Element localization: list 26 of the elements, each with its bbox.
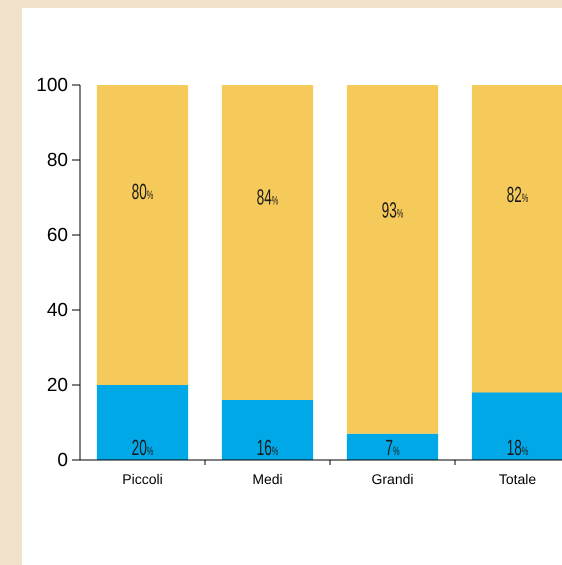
data-label: 82% — [506, 181, 528, 207]
y-tick-label: 80 — [46, 150, 68, 172]
x-tick-label: Totale — [498, 471, 536, 487]
bar — [222, 85, 314, 400]
x-tick-label: Medi — [252, 471, 283, 487]
bar — [346, 434, 438, 460]
bar — [472, 85, 562, 392]
y-tick-label: 0 — [57, 450, 68, 472]
bar — [346, 85, 438, 434]
bar — [96, 85, 188, 385]
y-tick-label: 20 — [46, 375, 68, 396]
y-tick-label: 60 — [46, 225, 68, 246]
bar — [472, 392, 562, 460]
bar — [222, 400, 314, 460]
data-label: 7% — [385, 434, 400, 460]
data-label: 16% — [256, 434, 278, 460]
y-tick-label: 100 — [36, 75, 68, 96]
x-tick-label: Grandi — [371, 471, 414, 487]
bar — [96, 385, 188, 460]
data-label: 18% — [506, 434, 528, 460]
data-label: 20% — [132, 434, 154, 460]
data-label: 80% — [132, 178, 154, 204]
data-label: 84% — [256, 184, 278, 210]
x-tick-label: Piccoli — [122, 471, 163, 487]
y-tick-label: 40 — [46, 300, 68, 322]
data-label: 93% — [382, 197, 404, 222]
